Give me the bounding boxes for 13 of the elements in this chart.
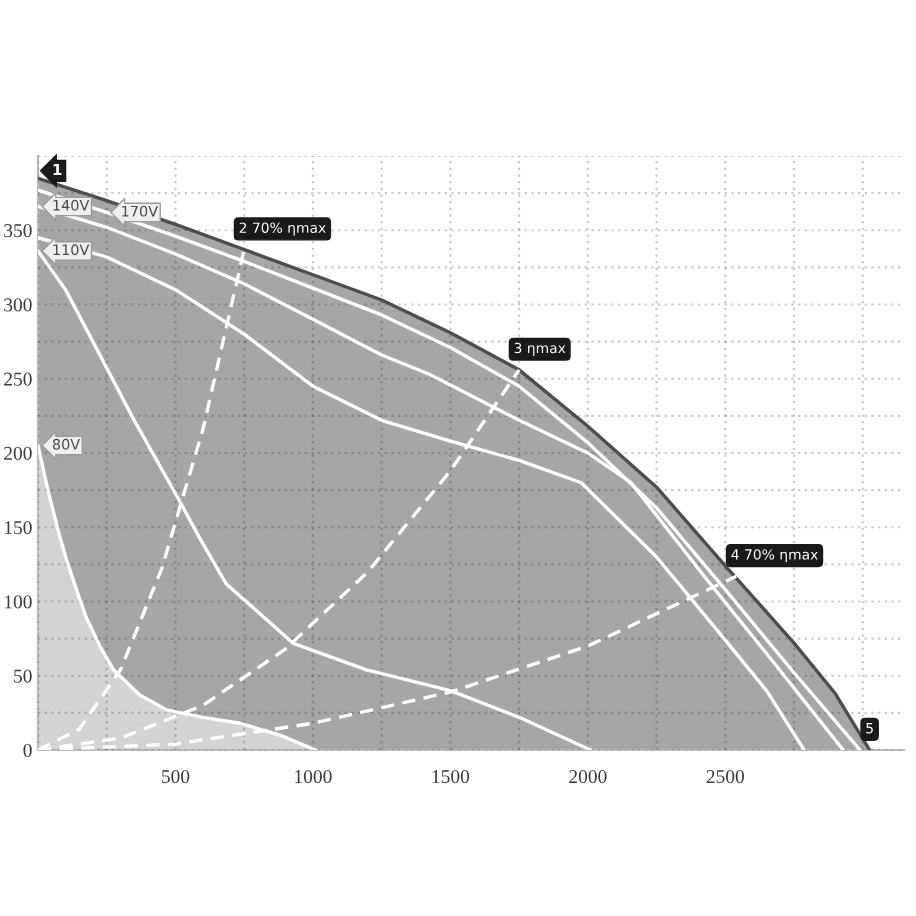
x-tick-label: 1500 <box>432 770 470 784</box>
y-tick-label: 50 <box>14 669 32 683</box>
y-tick-label: 200 <box>4 446 32 460</box>
y-tick-label: 300 <box>4 298 32 312</box>
x-tick-label: 500 <box>162 770 190 784</box>
y-tick-label: 250 <box>4 372 32 386</box>
x-tick-label: 2000 <box>569 770 607 784</box>
x-tick-label: 2500 <box>706 770 744 784</box>
y-tick-label: 100 <box>4 595 32 609</box>
y-tick-label: 150 <box>4 521 32 535</box>
y-tick-label: 350 <box>4 224 32 238</box>
x-tick-label: 1000 <box>295 770 332 784</box>
y-tick-label: 0 <box>23 743 32 757</box>
